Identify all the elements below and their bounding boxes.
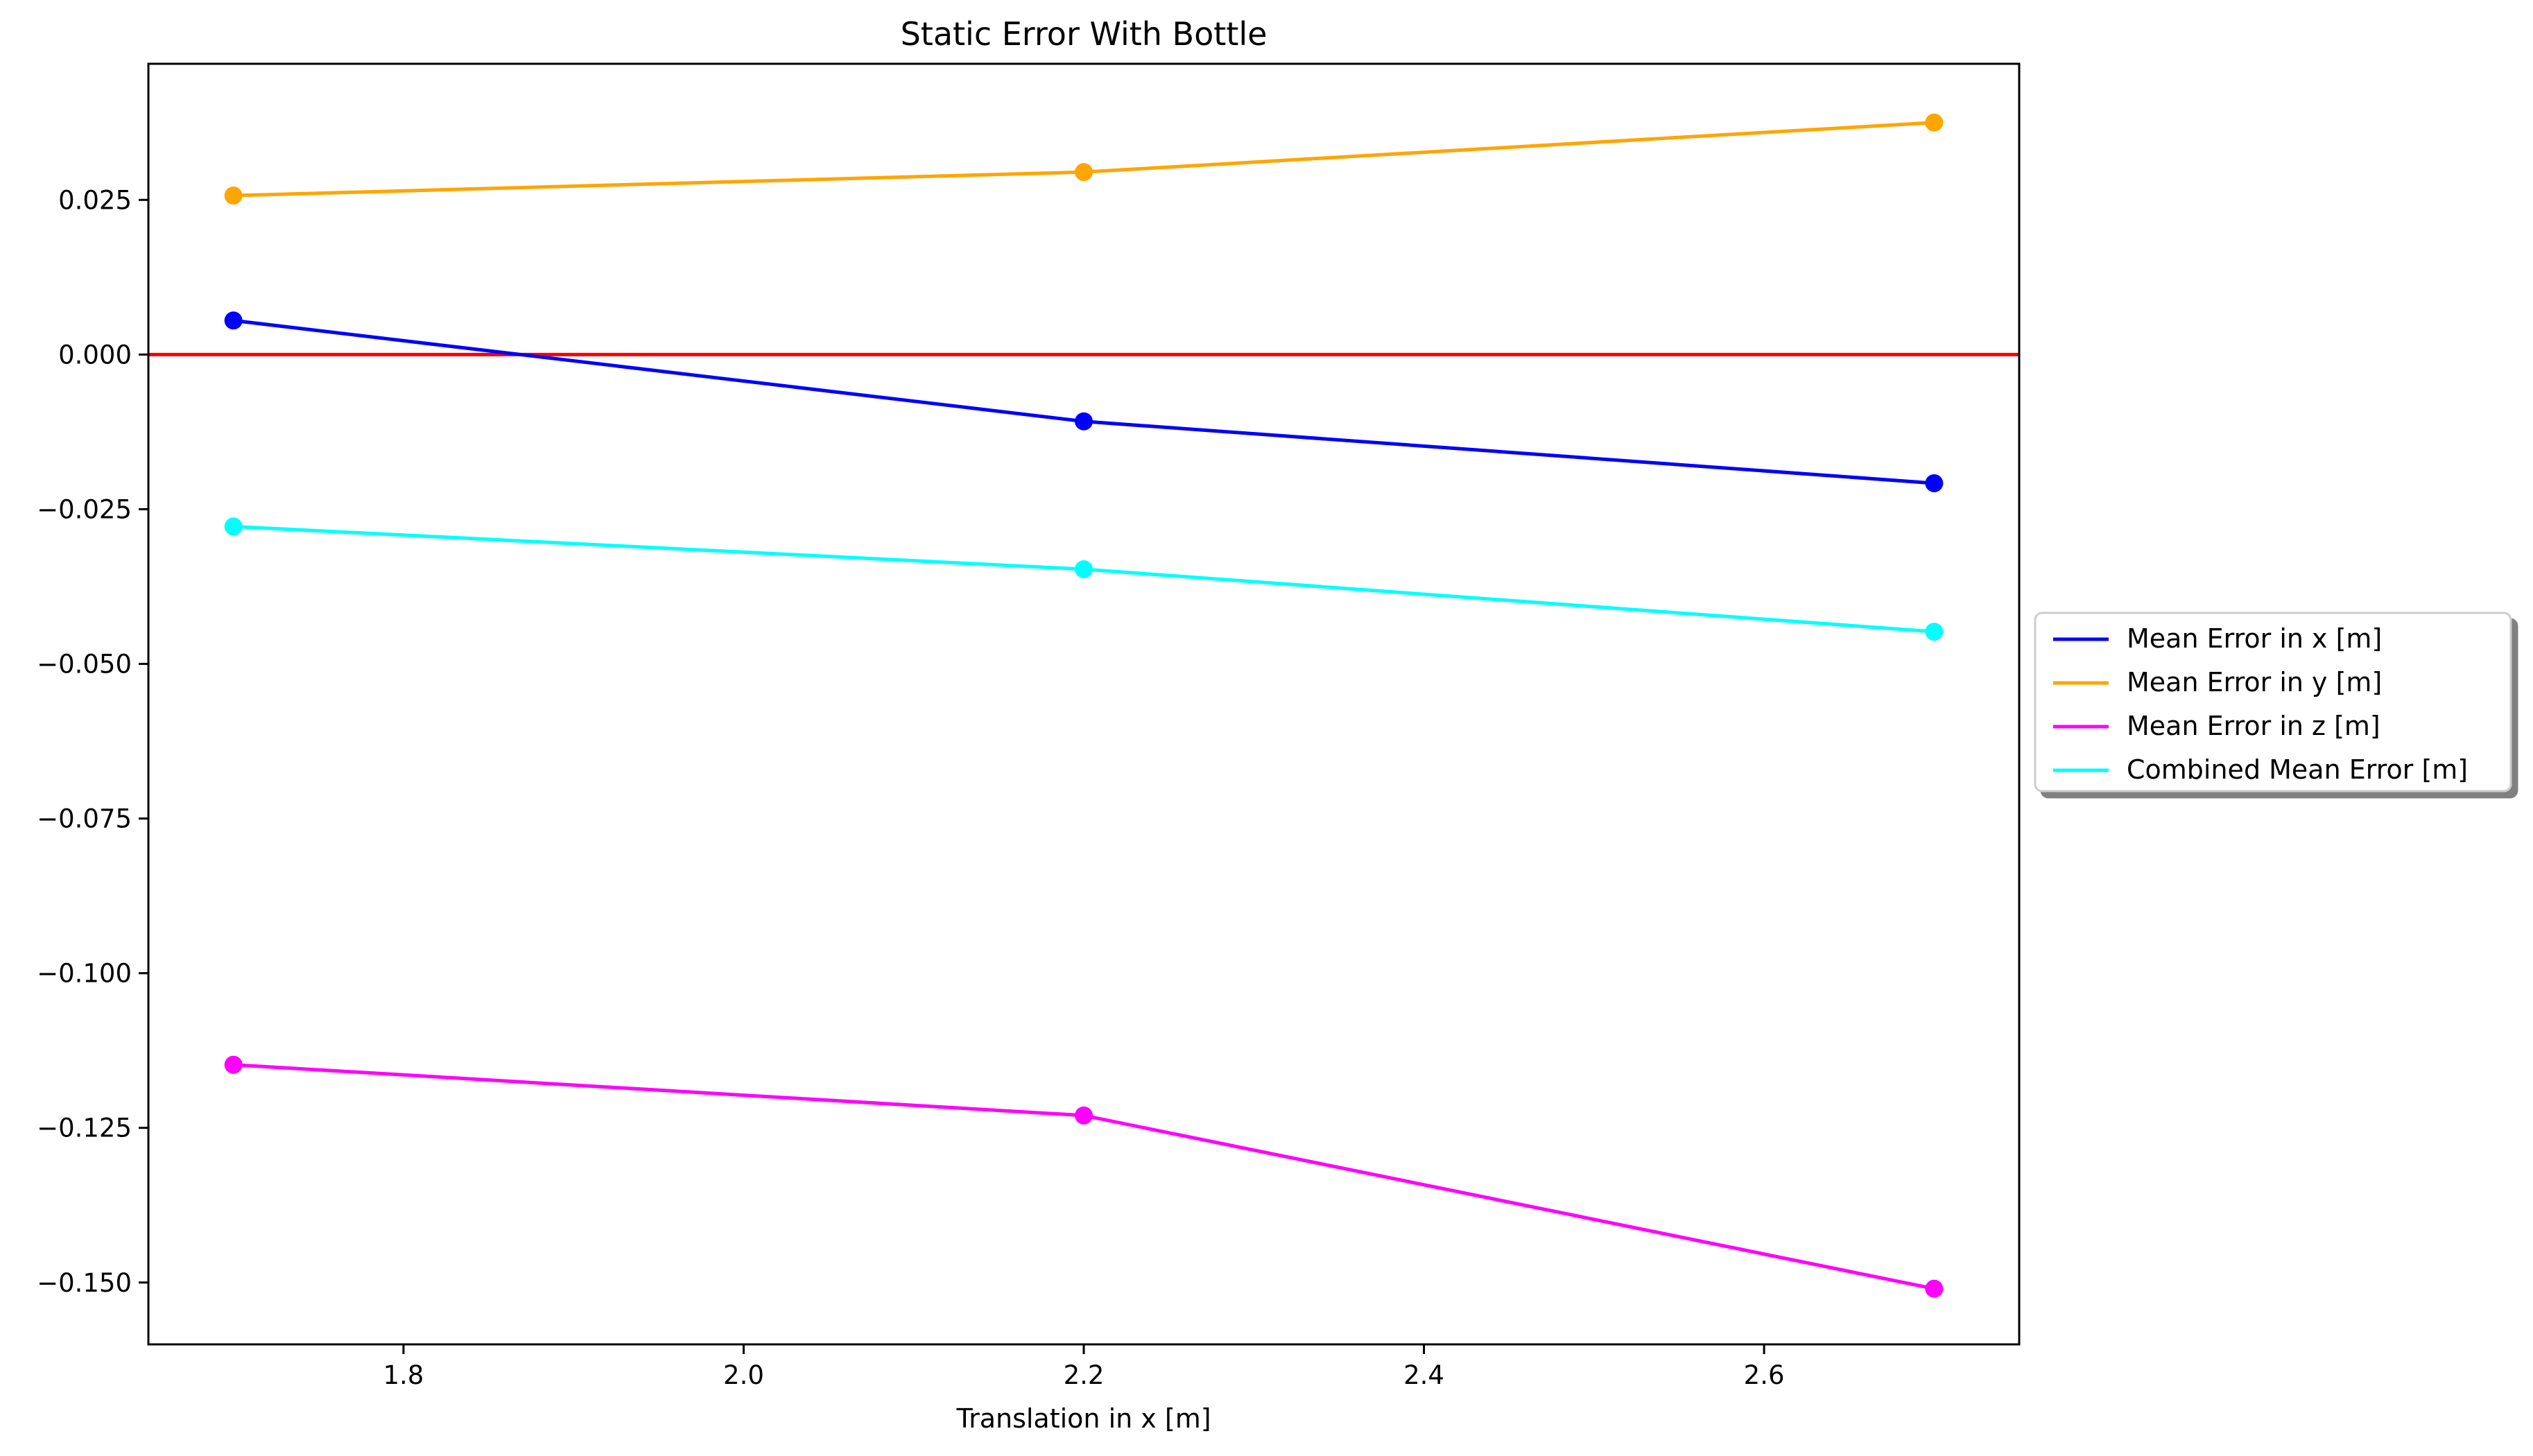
- series-line-3: [233, 524, 1935, 634]
- data-point-s2-1: [1075, 1106, 1093, 1125]
- x-tick-label-2: 2.2: [1064, 1360, 1105, 1390]
- data-point-s3-2: [1925, 623, 1944, 641]
- x-tick-label-3: 2.4: [1403, 1360, 1444, 1390]
- data-point-s1-1: [1075, 163, 1093, 182]
- series-line-0: [233, 318, 1935, 485]
- x-axis: 1.8 2.0 2.2 2.4 2.6: [383, 1344, 1785, 1390]
- x-tick-label-1: 2.0: [723, 1360, 764, 1390]
- x-axis-label: Translation in x [m]: [956, 1403, 1211, 1434]
- data-point-s0-0: [224, 311, 243, 330]
- y-tick-label-4: −0.075: [37, 804, 132, 834]
- y-tick-label-2: −0.025: [37, 494, 132, 524]
- legend-label-1: Mean Error in y [m]: [2127, 667, 2382, 697]
- legend-box: [2034, 612, 2512, 792]
- y-axis: 0.025 0.000 −0.025 −0.050 −0.075 −0.100 −0.125…: [37, 185, 148, 1298]
- y-tick-label-1: 0.000: [58, 340, 132, 370]
- y-tick-label-0: 0.025: [58, 185, 132, 215]
- series-line-2: [233, 1063, 1935, 1291]
- data-point-s3-1: [1075, 560, 1093, 578]
- legend-label-3: Combined Mean Error [m]: [2127, 754, 2468, 785]
- data-point-s2-2: [1925, 1279, 1944, 1298]
- y-tick-label-6: −0.125: [37, 1113, 132, 1143]
- legend: Mean Error in x [m] Mean Error in y [m] Me…: [2034, 612, 2512, 792]
- data-point-s1-2: [1925, 113, 1944, 132]
- plot-frame: [147, 62, 2021, 1346]
- legend-label-2: Mean Error in z [m]: [2127, 711, 2380, 741]
- data-point-s0-2: [1925, 474, 1944, 492]
- series-line-1: [233, 121, 1935, 198]
- data-point-s3-0: [224, 517, 243, 536]
- x-tick-label-0: 1.8: [383, 1360, 424, 1390]
- y-tick-label-3: −0.050: [37, 650, 132, 679]
- data-point-s1-0: [224, 187, 243, 205]
- chart-title: Static Error With Bottle: [901, 15, 1268, 53]
- x-tick-label-4: 2.6: [1744, 1360, 1785, 1390]
- legend-label-0: Mean Error in x [m]: [2127, 623, 2382, 654]
- y-tick-label-5: −0.100: [37, 959, 132, 989]
- y-tick-label-7: −0.150: [37, 1268, 132, 1298]
- data-point-s0-1: [1075, 412, 1093, 431]
- data-point-s2-0: [224, 1055, 243, 1074]
- plot-area: [148, 113, 2019, 1298]
